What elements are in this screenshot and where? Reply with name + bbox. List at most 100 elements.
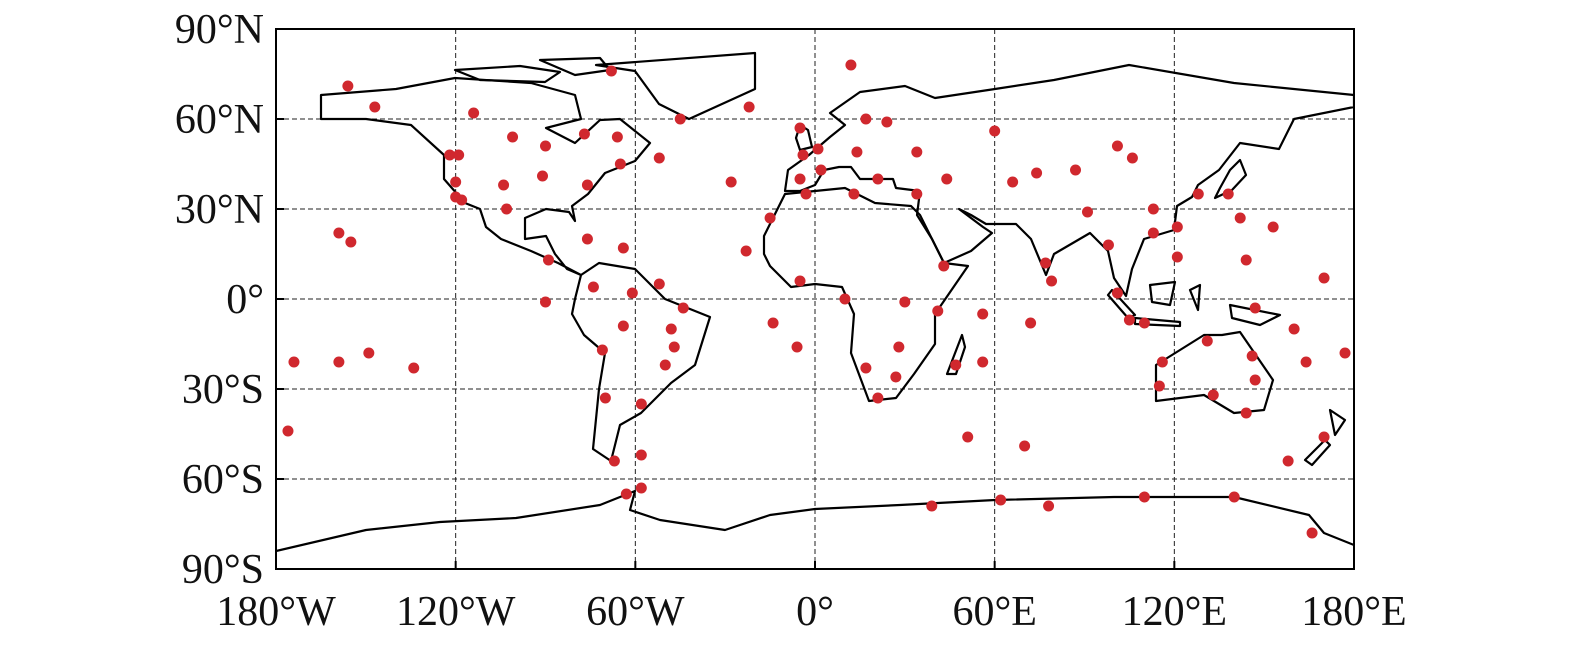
station-point: [635, 449, 647, 461]
station-point: [1147, 203, 1159, 215]
station-point: [1046, 275, 1058, 287]
new-zealand: [1303, 408, 1347, 467]
station-point: [767, 317, 779, 329]
station-point: [288, 356, 300, 368]
station-point: [1019, 440, 1031, 452]
station-point: [977, 308, 989, 320]
station-point: [537, 170, 549, 182]
station-point: [1081, 206, 1093, 218]
station-point: [989, 125, 1001, 137]
y-tick-label: 30°N: [175, 187, 264, 233]
station-point: [1222, 188, 1234, 200]
station-point: [962, 431, 974, 443]
station-point: [1040, 257, 1052, 269]
station-point: [333, 356, 345, 368]
station-point: [725, 176, 737, 188]
station-point: [1318, 431, 1330, 443]
station-point: [848, 188, 860, 200]
grid: [275, 28, 1355, 570]
station-point: [1111, 140, 1123, 152]
stations: [282, 59, 1351, 539]
station-point: [581, 233, 593, 245]
x-tick-label: 180°E: [1301, 589, 1406, 635]
station-point: [977, 356, 989, 368]
x-tick-label: 120°E: [1122, 589, 1227, 635]
station-point: [839, 293, 851, 305]
y-tick-label: 60°N: [175, 97, 264, 143]
station-point: [540, 140, 551, 152]
station-point: [581, 179, 593, 191]
uk: [794, 123, 814, 152]
station-point: [1171, 251, 1183, 263]
station-point: [617, 242, 629, 254]
station-point: [674, 113, 686, 125]
x-tick-label: 0°: [796, 589, 834, 635]
station-point: [872, 392, 884, 404]
station-point: [791, 341, 803, 353]
station-point: [587, 281, 599, 293]
station-point: [1102, 239, 1114, 251]
station-point: [995, 494, 1007, 506]
station-point: [659, 359, 671, 371]
station-point: [941, 173, 953, 185]
station-point: [764, 212, 776, 224]
station-point: [1234, 212, 1246, 224]
x-tick-label: 60°W: [586, 589, 685, 635]
south-america: [570, 261, 712, 463]
station-point: [743, 101, 755, 113]
arctic-islands: [453, 56, 612, 84]
station-point: [363, 347, 375, 359]
station-point: [578, 128, 590, 140]
station-point: [797, 149, 809, 161]
station-point: [911, 146, 923, 158]
station-point: [794, 173, 806, 185]
station-point: [926, 500, 938, 512]
greenland: [594, 51, 757, 121]
y-tick-label: 30°S: [182, 367, 264, 413]
station-point: [668, 341, 680, 353]
x-tick-label: 60°E: [952, 589, 1036, 635]
station-point: [1153, 380, 1165, 392]
station-point: [608, 455, 620, 467]
station-point: [626, 287, 638, 299]
station-point: [620, 488, 632, 500]
station-point: [345, 236, 357, 248]
station-point: [1070, 164, 1082, 176]
station-point: [468, 107, 480, 119]
station-point: [1240, 407, 1252, 419]
station-point: [1318, 272, 1330, 284]
station-point: [893, 341, 905, 353]
station-point: [542, 254, 554, 266]
station-point: [498, 179, 510, 191]
eurasia: [783, 63, 1354, 298]
station-point: [665, 323, 677, 335]
station-point: [1156, 356, 1168, 368]
station-point: [1249, 374, 1261, 386]
station-point: [860, 362, 872, 374]
station-point: [1306, 527, 1318, 539]
station-point: [456, 194, 468, 206]
station-point: [1267, 221, 1279, 233]
station-point: [1192, 188, 1204, 200]
station-point: [851, 146, 863, 158]
station-point: [1138, 491, 1150, 503]
station-point: [812, 143, 824, 155]
station-point: [677, 302, 689, 314]
station-point: [369, 101, 381, 113]
y-tick-label: 90°S: [182, 547, 264, 593]
station-point: [845, 59, 857, 71]
station-point: [860, 113, 872, 125]
station-point: [540, 296, 551, 308]
station-point: [605, 65, 617, 77]
station-point: [1007, 176, 1019, 188]
station-point: [1228, 491, 1240, 503]
station-point: [932, 305, 944, 317]
station-point: [1207, 389, 1219, 401]
station-point: [501, 203, 513, 215]
station-point: [1300, 356, 1312, 368]
station-point: [1147, 227, 1159, 239]
station-point: [794, 122, 806, 134]
station-point: [282, 425, 294, 437]
x-tick-label: 120°W: [396, 589, 516, 635]
